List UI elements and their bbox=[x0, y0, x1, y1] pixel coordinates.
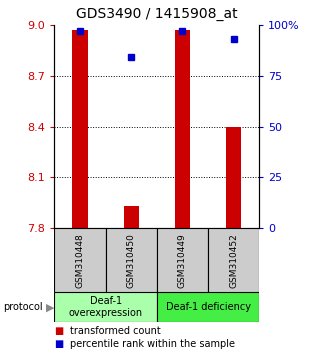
Bar bbox=[157, 228, 208, 292]
Bar bbox=[54, 292, 157, 322]
Text: ▶: ▶ bbox=[46, 302, 55, 312]
Text: Deaf-1 deficiency: Deaf-1 deficiency bbox=[165, 302, 251, 312]
Text: ■: ■ bbox=[54, 326, 64, 336]
Bar bbox=[157, 292, 259, 322]
Bar bbox=[54, 228, 106, 292]
Text: percentile rank within the sample: percentile rank within the sample bbox=[70, 339, 236, 349]
Text: protocol: protocol bbox=[3, 302, 43, 312]
Text: GSM310448: GSM310448 bbox=[76, 233, 84, 287]
Text: Deaf-1
overexpression: Deaf-1 overexpression bbox=[68, 296, 143, 318]
Text: GSM310452: GSM310452 bbox=[229, 233, 238, 287]
Bar bbox=[72, 30, 88, 228]
Bar bbox=[106, 228, 157, 292]
Text: GSM310449: GSM310449 bbox=[178, 233, 187, 287]
Title: GDS3490 / 1415908_at: GDS3490 / 1415908_at bbox=[76, 7, 238, 21]
Text: ■: ■ bbox=[54, 339, 64, 349]
Text: transformed count: transformed count bbox=[70, 326, 161, 336]
Bar bbox=[226, 126, 241, 228]
Bar bbox=[175, 30, 190, 228]
Bar bbox=[208, 228, 259, 292]
Text: GSM310450: GSM310450 bbox=[127, 233, 136, 288]
Bar bbox=[124, 206, 139, 228]
